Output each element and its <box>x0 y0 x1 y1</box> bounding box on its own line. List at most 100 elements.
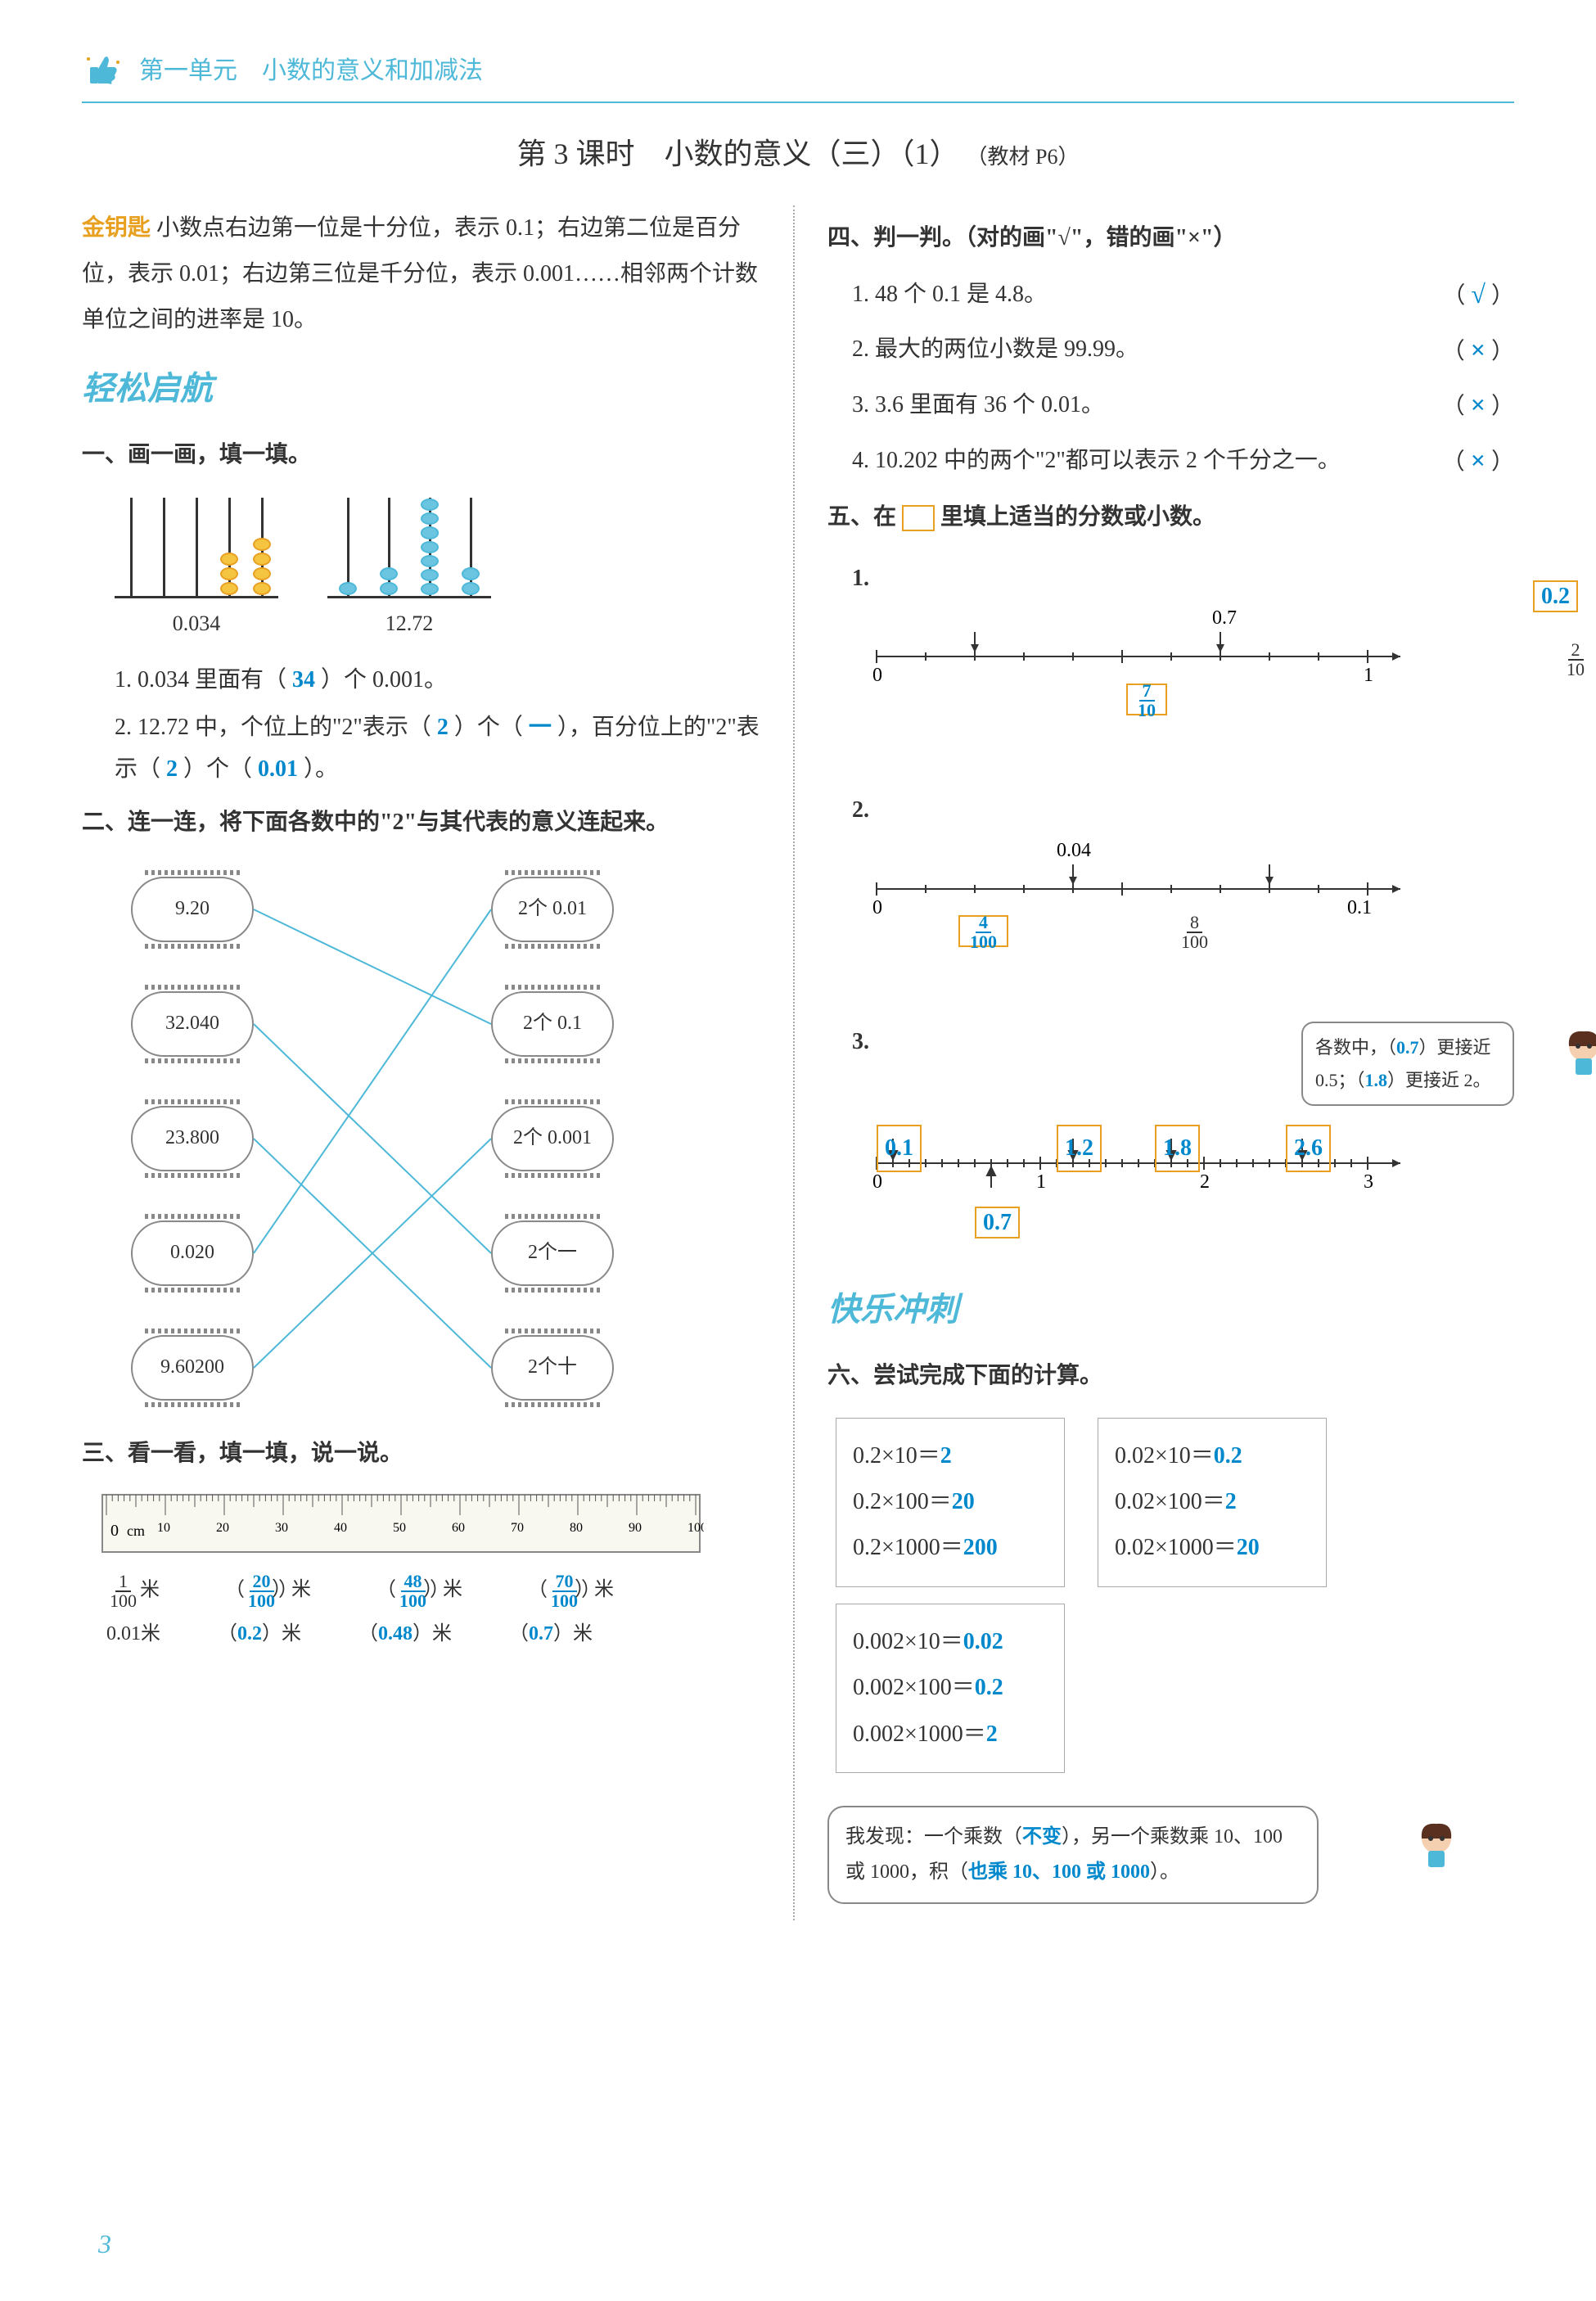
svg-text:0: 0 <box>872 1171 882 1193</box>
svg-text:1: 1 <box>1036 1171 1046 1193</box>
svg-text:0: 0 <box>872 897 882 918</box>
q1-i2-a4: 0.01 <box>258 756 298 782</box>
number-line-3: 3. 各数中，（0.7）更接近 0.5；（1.8）更接近 2。 <box>827 1022 1514 1260</box>
unit-title: 第一单元 小数的意义和加减法 <box>139 49 483 93</box>
q3-frac-0: 1100米 <box>106 1572 160 1610</box>
q3-frac-3: （70100））米 <box>528 1572 614 1610</box>
abacus-1: 0.034 <box>115 492 278 643</box>
discovery-box: 我发现：一个乘数（不变），另一个乘数乘 10、100 或 1000，积（也乘 1… <box>827 1806 1319 1904</box>
calc-box-1: 0.2×10＝20.2×100＝200.2×1000＝200 <box>836 1418 1065 1587</box>
q3-frac-2: （48100））米 <box>376 1572 462 1610</box>
q1-i2-a2: 一 <box>529 715 552 740</box>
q4-item-1: 2. 最大的两位小数是 99.99。（ × ） <box>827 327 1514 374</box>
svg-text:0: 0 <box>110 1522 119 1540</box>
lantern-left-4: 9.60200 <box>131 1335 254 1401</box>
ruler: 0 cm 102030405060708090100 1100米 （20100）… <box>82 1491 769 1652</box>
q3-dec-0: 0.01米 <box>106 1617 160 1652</box>
left-column: 金钥匙 小数点右边第一位是十分位，表示 0.1；右边第二位是百分位，表示 0.0… <box>82 205 795 1921</box>
lantern-right-3: 2个一 <box>491 1220 614 1286</box>
lesson-prefix: 第 <box>517 138 547 170</box>
q6-title: 六、尝试完成下面的计算。 <box>827 1356 1514 1396</box>
svg-text:30: 30 <box>275 1521 288 1535</box>
lantern-left-3: 0.020 <box>131 1220 254 1286</box>
page-header: 第一单元 小数的意义和加减法 <box>82 49 1514 103</box>
svg-text:100: 100 <box>688 1521 704 1535</box>
thumb-icon <box>82 51 123 92</box>
lesson-ref: （教材 P6） <box>967 145 1080 169</box>
abacus-1-label: 0.034 <box>115 605 278 643</box>
q4-title: 四、判一判。（对的画"√"，错的画"×"） <box>827 218 1514 259</box>
svg-text:50: 50 <box>393 1521 406 1535</box>
q1-item1: 1. 0.034 里面有（ 34 ）个 0.001。 <box>82 660 769 701</box>
lantern-right-2: 2个 0.001 <box>491 1106 614 1171</box>
lantern-right-1: 2个 0.1 <box>491 991 614 1057</box>
nl3-box3: 2.6 <box>1286 1125 1331 1172</box>
svg-text:80: 80 <box>570 1521 583 1535</box>
key-section: 金钥匙 小数点右边第一位是十分位，表示 0.1；右边第二位是百分位，表示 0.0… <box>82 205 769 343</box>
section-heading-2: 快乐冲刺 <box>827 1280 1514 1339</box>
q1-i2-pre: 2. 12.72 中，个位上的"2"表示（ <box>115 715 431 740</box>
lantern-match: 9.20 32.040 23.800 0.020 9.60200 2个 0.01… <box>82 860 769 1417</box>
nl3-box1: 1.2 <box>1057 1125 1102 1172</box>
q1-i1-post: ）个 0.001。 <box>321 667 447 693</box>
q3-dec-1: （0.2）米 <box>218 1617 301 1652</box>
q2-title: 二、连一连，将下面各数中的"2"与其代表的意义连起来。 <box>82 802 769 843</box>
abacus-2: 12.72 <box>327 492 491 643</box>
lantern-left-0: 9.20 <box>131 877 254 942</box>
q5-title: 五、在 里填上适当的分数或小数。 <box>827 497 1514 538</box>
svg-text:60: 60 <box>452 1521 465 1535</box>
q1-i1-ans: 34 <box>292 667 315 693</box>
svg-text:0.1: 0.1 <box>1347 897 1372 918</box>
abacus-row: 0.034 12.72 <box>82 492 769 643</box>
lantern-left-1: 32.040 <box>131 991 254 1057</box>
q4-item-2: 3. 3.6 里面有 36 个 0.01。（ × ） <box>827 381 1514 429</box>
lantern-left-2: 23.800 <box>131 1106 254 1171</box>
q1-item2: 2. 12.72 中，个位上的"2"表示（ 2 ）个（ 一 ），百分位上的"2"… <box>82 707 769 790</box>
q3-title: 三、看一看，填一填，说一说。 <box>82 1433 769 1474</box>
q1-i2-m1: ）个（ <box>454 715 523 740</box>
nl3-below: 0.7 <box>975 1207 1020 1238</box>
section-heading-1: 轻松启航 <box>82 359 769 418</box>
page-number: 3 <box>98 2221 111 2268</box>
lantern-right-0: 2个 0.01 <box>491 877 614 942</box>
q3-frac-1: （20100））米 <box>225 1572 311 1610</box>
svg-text:1: 1 <box>1364 665 1373 686</box>
q4-item-0: 1. 48 个 0.1 是 4.8。（ √ ） <box>827 271 1514 318</box>
girl-icon-2 <box>1408 1814 1465 1871</box>
q1-i2-m3: ）个（ <box>183 756 252 782</box>
q1-i1-pre: 1. 0.034 里面有（ <box>115 667 286 693</box>
right-column: 四、判一判。（对的画"√"，错的画"×"） 1. 48 个 0.1 是 4.8。… <box>827 205 1514 1921</box>
lesson-mid: 课时 小数的意义（三）（1） <box>576 138 959 170</box>
nl3-box0: 0.1 <box>877 1125 922 1172</box>
number-line-1: 1. 0 1 0.7 <box>827 558 1514 769</box>
number-line-2: 2. 0 0.1 0.04 <box>827 790 1514 1001</box>
svg-text:0: 0 <box>872 665 882 686</box>
lesson-title: 第 3 课时 小数的意义（三）（1） （教材 P6） <box>82 128 1514 181</box>
q1-i2-post: ）。 <box>304 756 338 782</box>
svg-text:70: 70 <box>511 1521 524 1535</box>
svg-text:3: 3 <box>1364 1171 1373 1193</box>
calc-row-1: 0.2×10＝20.2×100＝200.2×1000＝200 0.02×10＝0… <box>827 1410 1514 1595</box>
girl-icon <box>1555 1022 1596 1079</box>
nl1-ans1: 0.2 <box>1533 580 1578 612</box>
calc-row-2: 0.002×10＝0.020.002×100＝0.20.002×1000＝2 <box>827 1595 1514 1781</box>
key-text: 小数点右边第一位是十分位，表示 0.1；右边第二位是百分位，表示 0.01；右边… <box>82 215 758 332</box>
svg-text:cm: cm <box>127 1523 145 1539</box>
calc-box-3: 0.002×10＝0.020.002×100＝0.20.002×1000＝2 <box>836 1604 1065 1773</box>
svg-text:40: 40 <box>334 1521 347 1535</box>
q4-item-3: 4. 10.202 中的两个"2"都可以表示 2 个千分之一。（ × ） <box>827 437 1514 485</box>
q1-i2-a3: 2 <box>166 756 178 782</box>
speech-bubble: 各数中，（0.7）更接近 0.5；（1.8）更接近 2。 <box>1301 1022 1514 1106</box>
q1-i2-a1: 2 <box>437 715 449 740</box>
svg-text:20: 20 <box>216 1521 229 1535</box>
svg-text:2: 2 <box>1200 1171 1210 1193</box>
svg-text:0.04: 0.04 <box>1057 840 1091 861</box>
calc-box-2: 0.02×10＝0.20.02×100＝20.02×1000＝20 <box>1098 1418 1327 1587</box>
q3-dec-2: （0.48）米 <box>358 1617 452 1652</box>
q3-dec-3: （0.7）米 <box>509 1617 593 1652</box>
lesson-number: 3 <box>554 138 569 170</box>
q1-title: 一、画一画，填一填。 <box>82 435 769 476</box>
key-label: 金钥匙 <box>82 215 151 241</box>
svg-text:10: 10 <box>157 1521 170 1535</box>
nl3-box2: 1.8 <box>1155 1125 1200 1172</box>
